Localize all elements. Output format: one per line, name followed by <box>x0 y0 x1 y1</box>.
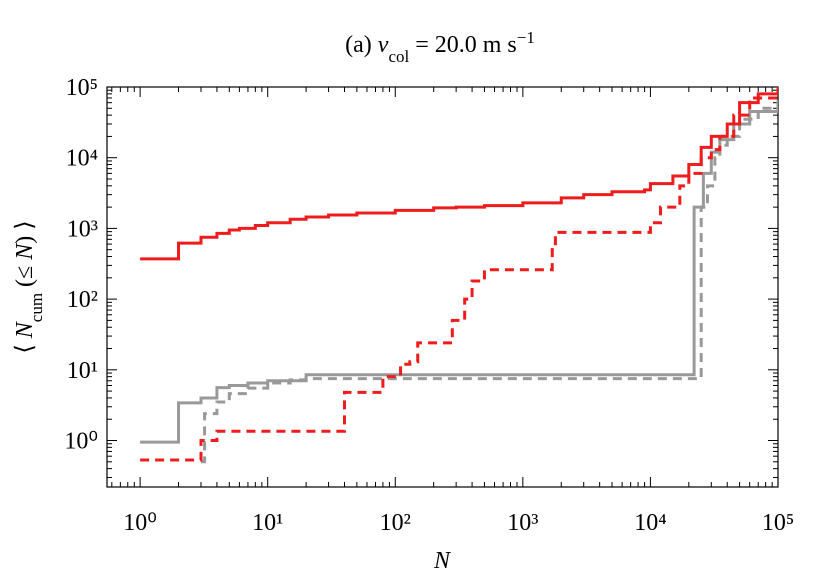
y-label-part: (≤ <box>12 260 38 293</box>
chart-title: (a) vcol = 20.0 m s−1 <box>345 28 535 66</box>
y-tick-label: 10¹ <box>67 358 98 384</box>
y-label-part: N <box>12 320 38 339</box>
y-tick-label: 10⁴ <box>66 146 98 172</box>
y-tick-label: 10⁰ <box>64 429 98 455</box>
y-label-part: ) ⟩ <box>12 220 38 243</box>
title-part: col <box>388 47 409 66</box>
x-tick-label: 10⁵ <box>762 510 794 536</box>
x-tick-label: 10⁰ <box>123 510 157 536</box>
x-tick-label: 10¹ <box>252 510 283 536</box>
title-part: (a) <box>345 32 378 58</box>
y-label-part: cum <box>27 293 46 322</box>
y-label-part: ⟨ <box>12 338 38 353</box>
step-line <box>140 90 778 462</box>
x-tick-label: 10⁴ <box>634 510 666 536</box>
title-part: = 20.0 m s <box>409 32 517 58</box>
y-tick-label: 10³ <box>67 216 98 242</box>
step-line <box>140 87 778 261</box>
x-axis-label: N <box>433 548 452 574</box>
y-axis-label: ⟨ Ncum (≤ N) ⟩ <box>12 220 46 353</box>
title-part: −1 <box>517 28 535 47</box>
y-label-part: N <box>12 242 38 261</box>
y-tick-label: 10² <box>67 287 98 313</box>
y-tick-label: 10⁵ <box>66 75 98 101</box>
plot-frame <box>106 86 779 488</box>
step-line <box>200 100 778 464</box>
step-line <box>140 102 778 444</box>
title-part: v <box>378 32 389 58</box>
x-tick-label: 10³ <box>507 510 538 536</box>
x-tick-label: 10² <box>380 510 411 536</box>
